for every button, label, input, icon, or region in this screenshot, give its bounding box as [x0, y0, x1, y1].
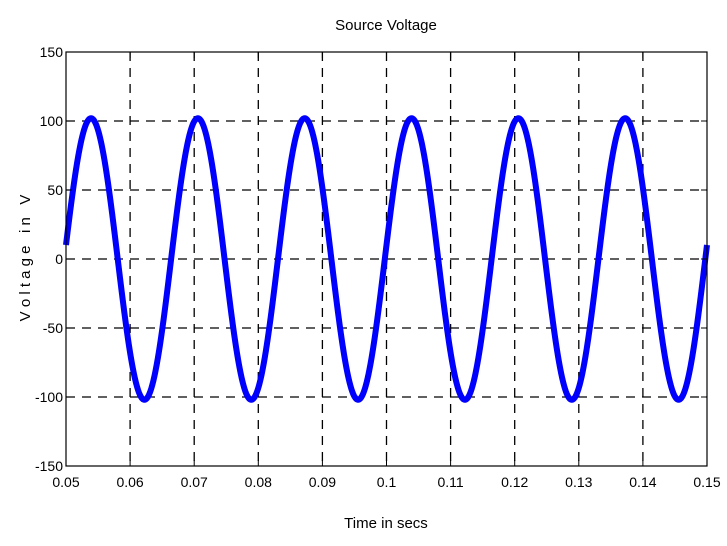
x-tick-label: 0.09	[309, 474, 336, 490]
x-tick-label: 0.06	[116, 474, 143, 490]
y-tick-label: 0	[55, 251, 63, 267]
y-axis-label: V o l t a g e i n V	[17, 195, 34, 322]
x-tick-label: 0.05	[52, 474, 79, 490]
x-tick-label: 0.11	[437, 474, 463, 490]
series-group	[63, 115, 710, 403]
x-tick-label: 0.1	[377, 474, 397, 490]
y-tick-label: 100	[40, 113, 64, 129]
ticks	[65, 51, 708, 467]
grid-lines	[66, 52, 707, 466]
x-tick-label: 0.14	[629, 474, 656, 490]
y-tick-label: 150	[40, 44, 64, 60]
x-tick-label: 0.12	[501, 474, 528, 490]
x-tick-label: 0.07	[181, 474, 208, 490]
x-tick-label: 0.15	[693, 474, 720, 490]
y-tick-label: 50	[47, 182, 63, 198]
y-tick-label: -150	[35, 458, 63, 474]
x-tick-labels: 0.05 0.06 0.07 0.08 0.09 0.1 0.11 0.12 0.13 0.14 0…	[52, 474, 720, 490]
y-tick-label: -50	[43, 320, 63, 336]
x-tick-label: 0.13	[565, 474, 592, 490]
x-tick-label: 0.08	[245, 474, 272, 490]
chart-title: Source Voltage	[335, 17, 437, 34]
series-0-line	[63, 115, 710, 403]
y-tick-labels: -150 -100 -50 0 50 100 150	[35, 44, 63, 474]
y-tick-label: -100	[35, 389, 63, 405]
x-axis-label: Time in secs	[344, 515, 428, 532]
